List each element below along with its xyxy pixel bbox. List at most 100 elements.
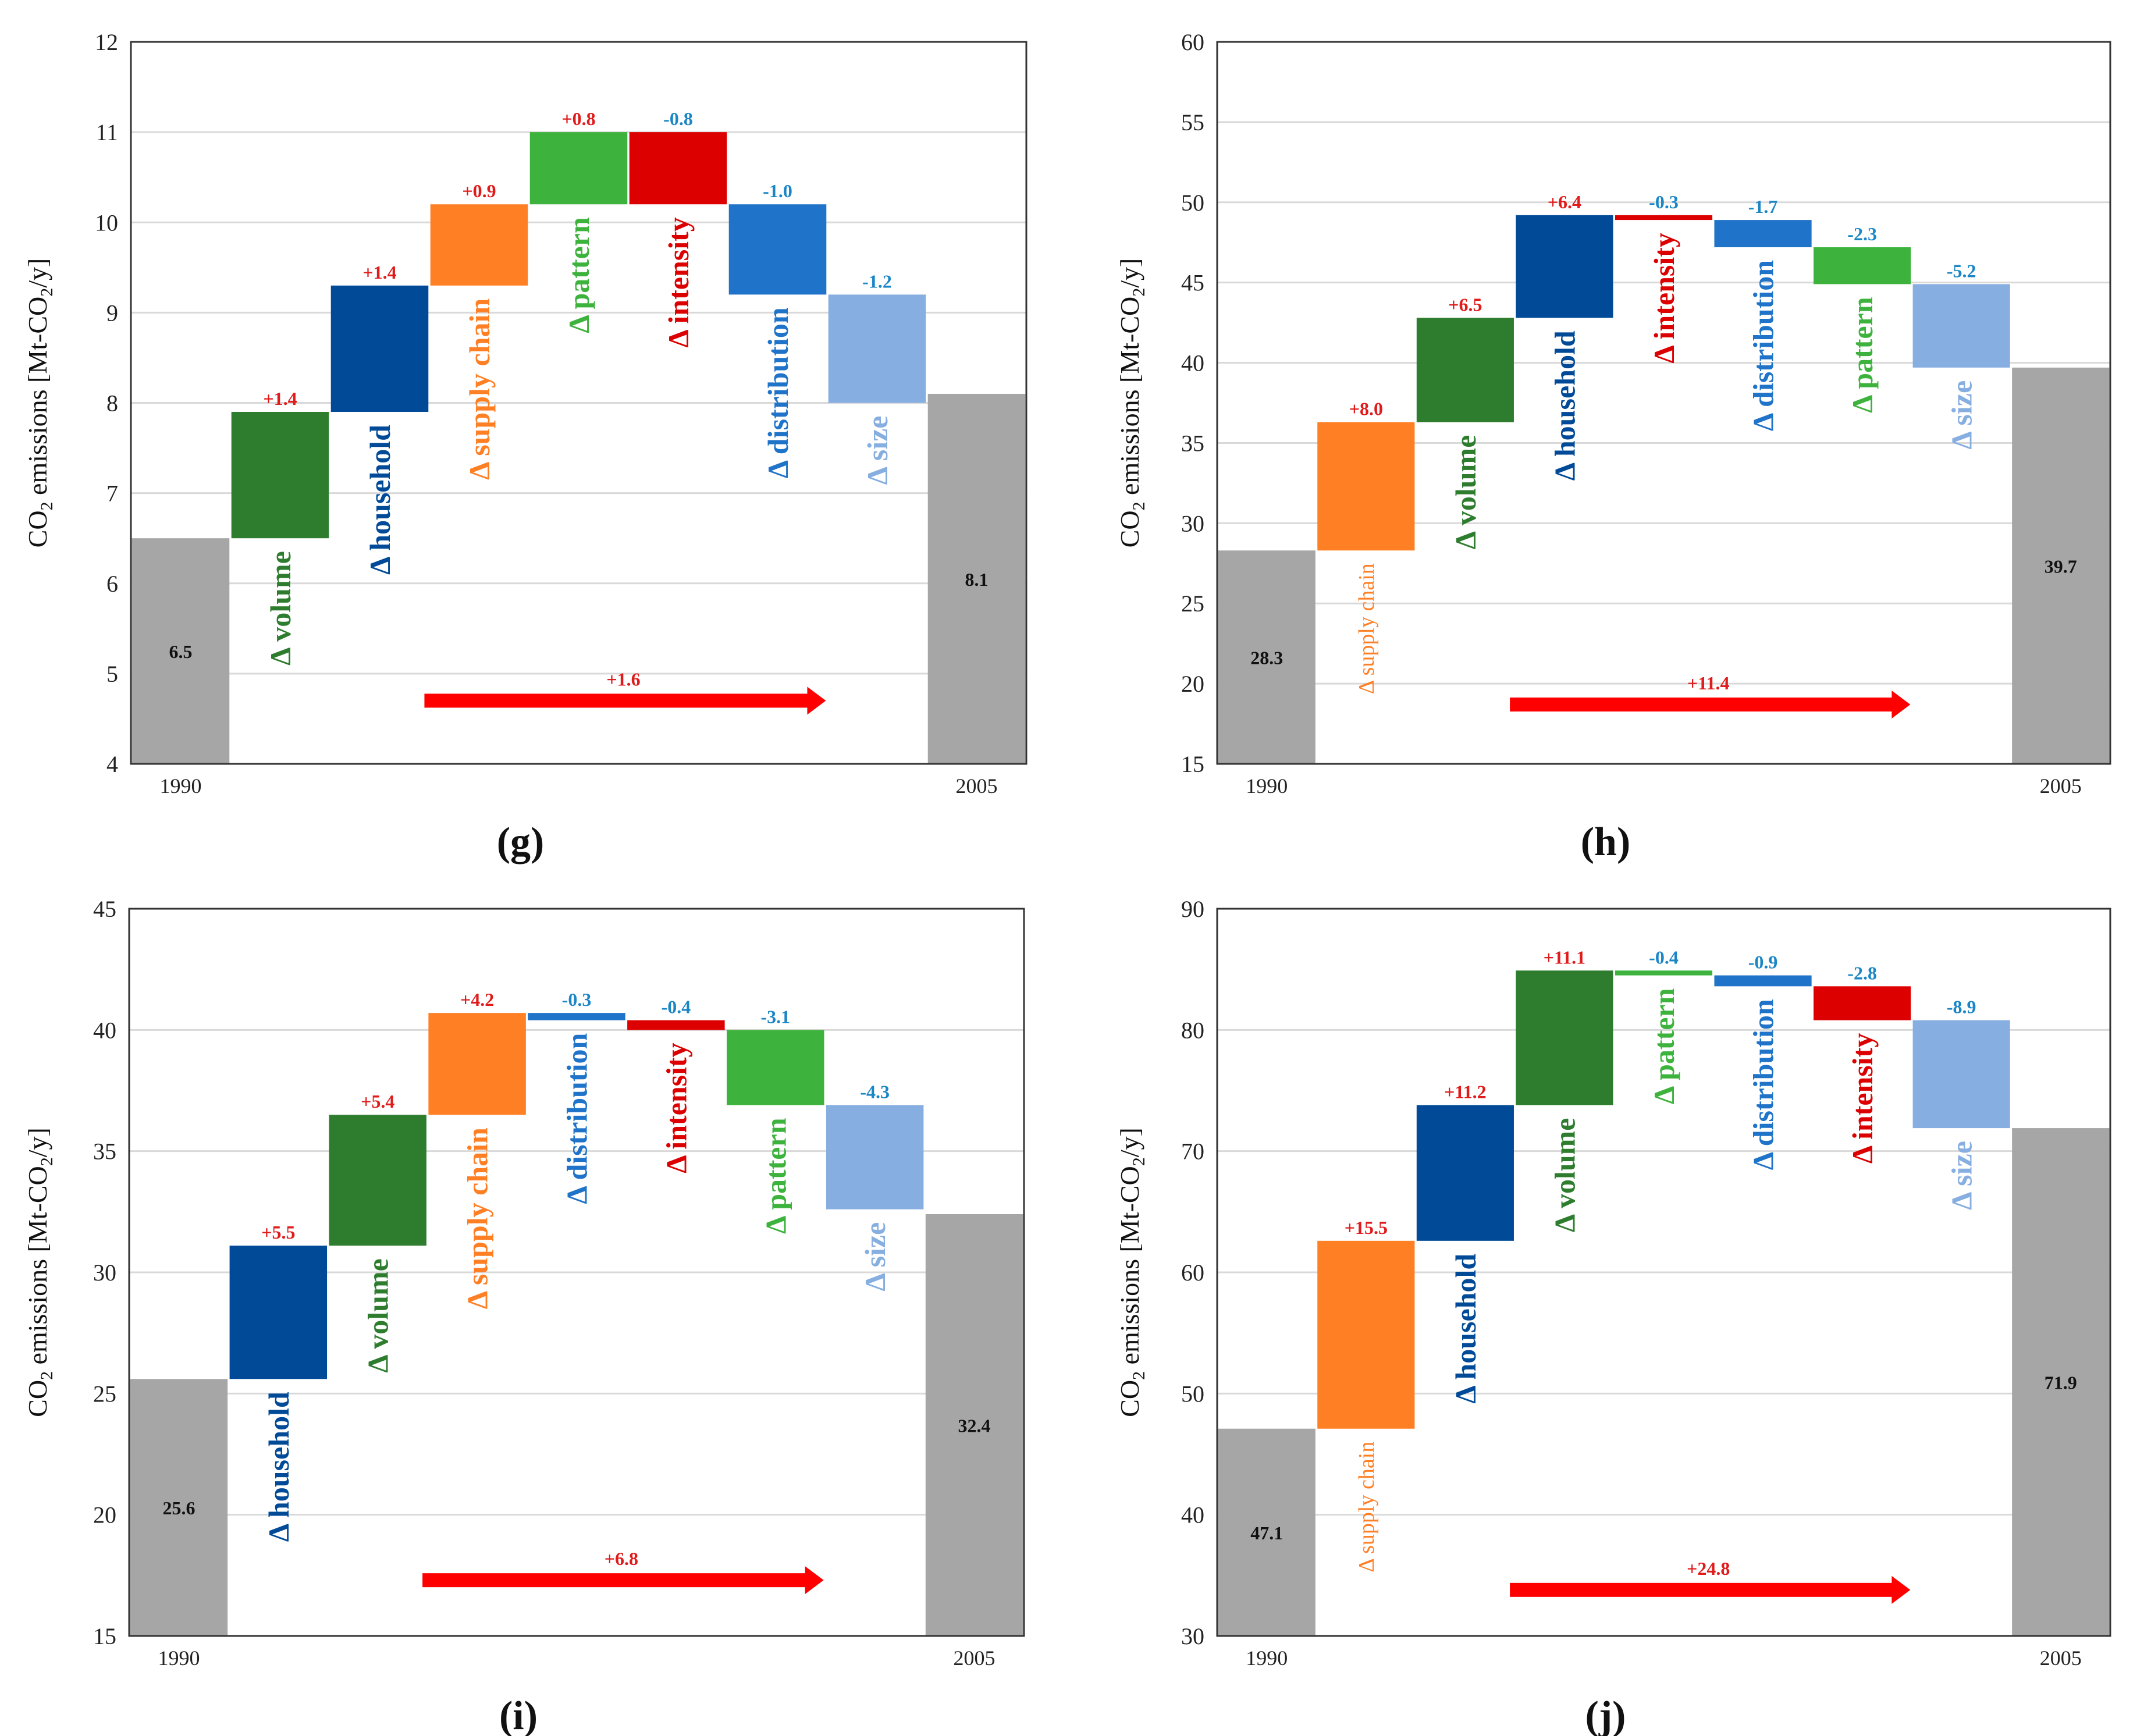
delta-value-label: -0.4 — [662, 997, 691, 1018]
category-label: Δ intensity — [662, 217, 695, 347]
panel-letter: (g) — [497, 820, 545, 865]
waterfall-bar-distribution — [1714, 220, 1812, 247]
start-total-bar — [130, 1379, 228, 1636]
waterfall-bar-pattern — [727, 1030, 824, 1105]
end-total-label: 71.9 — [2045, 1372, 2077, 1393]
plot-frame — [130, 41, 1027, 765]
net-change-arrow — [424, 686, 826, 715]
y-tick-label: 90 — [1181, 896, 1204, 922]
category-label: Δ household — [1548, 330, 1581, 481]
y-tick-label: 55 — [1181, 109, 1204, 136]
y-tick-label: 40 — [1181, 350, 1204, 376]
chart-panel-i: 15 20 25 30 35 40 45 CO2 emissions [Mt-CO2/y] 25… — [23, 896, 1025, 1736]
category-label: Δ supply chain — [1354, 563, 1379, 694]
delta-value-label: +4.2 — [460, 989, 494, 1010]
category-label: Δ distribution — [1747, 260, 1780, 431]
delta-value-label: -8.9 — [1947, 997, 1976, 1018]
y-tick-label: 15 — [93, 1623, 116, 1649]
delta-value-label: -2.8 — [1847, 962, 1877, 983]
category-label: Δ pattern — [759, 1118, 792, 1234]
start-total-bar — [131, 538, 230, 764]
waterfall-bar-size — [1912, 1020, 2010, 1129]
category-label: Δ intensity — [1648, 233, 1680, 363]
category-label: Δ pattern — [1846, 297, 1879, 413]
category-label: Δ distribution — [1747, 999, 1780, 1170]
delta-value-label: -5.2 — [1947, 260, 1976, 281]
y-tick-label: 20 — [93, 1502, 116, 1528]
chart-panel-j: 30 40 50 60 70 80 90 CO2 emissions [Mt-CO2/y] 47… — [1115, 896, 2111, 1736]
plot-frame — [1216, 908, 2111, 1637]
y-tick-label: 30 — [1181, 1623, 1204, 1649]
end-total-bar — [2012, 1128, 2110, 1636]
waterfall-bar-distribution — [528, 1013, 625, 1020]
category-label: Δ pattern — [1648, 988, 1680, 1104]
y-tick-label: 11 — [95, 119, 118, 145]
category-label: Δ pattern — [563, 217, 595, 333]
y-tick-label: 20 — [1181, 671, 1204, 697]
category-label: Δ size — [859, 1222, 891, 1292]
waterfall-bar-size — [1912, 284, 2010, 368]
y-tick-label: 25 — [93, 1381, 116, 1407]
y-tick-label: 40 — [93, 1017, 116, 1043]
delta-value-label: -1.7 — [1748, 196, 1778, 217]
y-tick-label: 70 — [1181, 1139, 1204, 1165]
delta-value-label: +6.5 — [1448, 294, 1482, 315]
waterfall-bar-size — [828, 294, 926, 403]
y-tick-label: 30 — [1181, 510, 1204, 536]
y-tick-label: 40 — [1181, 1502, 1204, 1528]
y-tick-label: 10 — [95, 209, 118, 236]
y-tick-label: 4 — [106, 751, 118, 777]
waterfall-bar-household — [330, 285, 429, 412]
net-change-label: +1.6 — [606, 668, 640, 689]
category-label: Δ supply chain — [463, 298, 496, 480]
y-tick-label: 35 — [1181, 430, 1204, 456]
end-total-bar — [925, 1214, 1023, 1636]
start-year-label: 1990 — [158, 1646, 200, 1670]
delta-value-label: -1.2 — [862, 271, 892, 291]
waterfall-bar-household — [1416, 1105, 1514, 1241]
delta-value-label: -2.3 — [1847, 223, 1877, 244]
waterfall-bar-household — [229, 1246, 328, 1379]
y-tick-label: 15 — [1181, 751, 1204, 777]
y-tick-label: 60 — [1181, 29, 1204, 55]
net-change-arrow — [1510, 690, 1911, 718]
end-year-label: 2005 — [2040, 1646, 2082, 1670]
category-label: Δ size — [861, 416, 894, 485]
y-tick-label: 25 — [1181, 590, 1204, 617]
waterfall-bar-supply-chain — [430, 204, 528, 286]
net-change-arrow — [422, 1566, 824, 1595]
delta-value-label: -3.1 — [760, 1006, 790, 1027]
category-label: Δ distribution — [561, 1033, 593, 1204]
y-tick-label: 9 — [106, 300, 118, 326]
y-tick-label: 30 — [93, 1260, 116, 1286]
delta-value-label: +11.2 — [1444, 1082, 1486, 1102]
net-change-label: +11.4 — [1687, 673, 1729, 693]
category-label: Δ volume — [1449, 435, 1482, 550]
waterfall-bar-distribution — [1714, 975, 1812, 987]
waterfall-bar-household — [1516, 215, 1613, 318]
delta-value-label: -0.4 — [1649, 947, 1679, 967]
y-tick-label: 50 — [1181, 190, 1204, 216]
waterfall-bar-supply-chain — [428, 1013, 526, 1115]
category-label: Δ size — [1946, 1141, 1978, 1210]
delta-value-label: +8.0 — [1349, 399, 1383, 419]
y-axis-label: CO2 emissions [Mt-CO2/y] — [23, 1127, 56, 1417]
waterfall-bar-intensity — [1615, 215, 1713, 220]
net-change-label: +24.8 — [1687, 1558, 1730, 1579]
y-tick-label: 80 — [1181, 1017, 1204, 1043]
delta-value-label: -4.3 — [860, 1082, 890, 1102]
category-label: Δ volume — [362, 1258, 394, 1373]
delta-value-label: +1.4 — [263, 388, 297, 409]
delta-value-label: -0.3 — [1649, 191, 1679, 212]
end-year-label: 2005 — [2040, 774, 2082, 798]
y-tick-label: 12 — [95, 29, 118, 55]
waterfall-bar-size — [826, 1105, 924, 1209]
delta-value-label: +0.8 — [561, 108, 595, 129]
y-tick-label: 35 — [93, 1139, 116, 1165]
category-label: Δ volume — [264, 551, 297, 666]
delta-value-label: +15.5 — [1345, 1217, 1388, 1238]
panel-letter: (j) — [1585, 1694, 1626, 1736]
end-year-label: 2005 — [954, 1646, 995, 1670]
category-label: Δ volume — [1548, 1118, 1581, 1233]
delta-value-label: +5.4 — [361, 1091, 394, 1112]
